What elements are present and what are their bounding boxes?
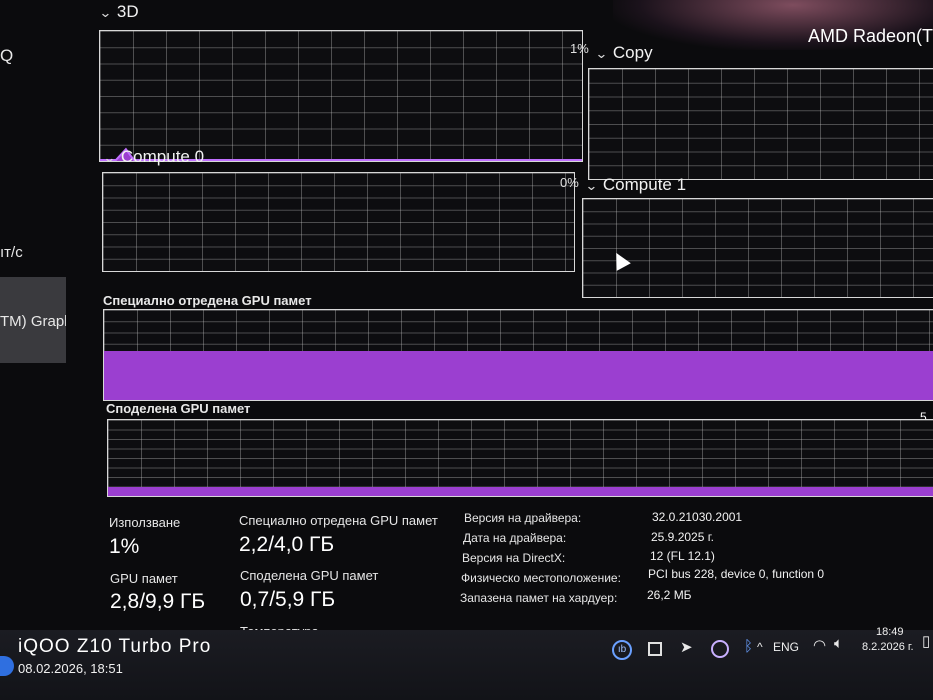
dedicated-memory-label: Специално отредена GPU памет: [103, 293, 312, 308]
driver-version-value: 32.0.21030.2001: [652, 510, 743, 524]
engine-3d-usage-line: [100, 147, 582, 161]
taskbar: [0, 630, 933, 700]
bluetooth-icon[interactable]: ᛒ: [744, 638, 754, 655]
engine-3d-graph: [99, 30, 583, 162]
engine-compute1-label: Compute 1: [602, 175, 687, 194]
usage-value: 1%: [109, 535, 140, 558]
shared-memory-label: Споделена GPU памет: [106, 401, 251, 416]
driver-date-value: 25.9.2025 г.: [651, 530, 714, 544]
location-label: Физическо местоположение:: [461, 571, 621, 585]
sidebar-fragment-rate: ıт/с: [0, 244, 23, 261]
location-value: PCI bus 228, device 0, function 0: [648, 567, 825, 581]
engine-compute0-percent: 0%: [560, 175, 579, 190]
driver-date-label: Дата на драйвера:: [463, 531, 567, 545]
chevron-up-icon[interactable]: ^: [757, 640, 763, 654]
gpu-memory-value: 2,8/9,9 ГБ: [110, 590, 206, 613]
directx-value: 12 (FL 12.1): [650, 549, 715, 563]
dedicated-stat-value: 2,2/4,0 ГБ: [239, 533, 335, 556]
usage-label: Използване: [109, 515, 181, 530]
reserved-memory-label: Запазена памет на хардуер:: [460, 591, 618, 605]
gpu-memory-label: GPU памет: [110, 571, 178, 586]
engine-3d-percent: 1%: [570, 41, 589, 56]
engine-3d-header[interactable]: ⌄ 3D: [98, 2, 139, 22]
dedicated-memory-graph: [103, 309, 933, 401]
chevron-down-icon: ⌄: [584, 178, 598, 193]
engine-compute1-graph: [582, 198, 933, 298]
engine-compute1-header[interactable]: ⌄ Compute 1: [584, 175, 687, 195]
engine-copy-header[interactable]: ⌄ Copy: [594, 43, 653, 63]
directx-label: Версия на DirectX:: [462, 551, 566, 565]
taskbar-left-app-icon[interactable]: [0, 656, 14, 676]
chevron-down-icon: ⌄: [102, 150, 116, 165]
wifi-icon[interactable]: ◠: [813, 637, 827, 654]
driver-version-label: Версия на драйвера:: [464, 511, 582, 525]
chevron-down-icon: ⌄: [594, 46, 608, 61]
gpu-name-title: AMD Radeon(TM: [808, 26, 933, 46]
sidebar-item-gpu-selected[interactable]: [0, 277, 66, 363]
engine-3d-label: 3D: [116, 2, 139, 21]
dedicated-stat-label: Специално отредена GPU памет: [239, 513, 438, 528]
dedicated-memory-fill: [104, 350, 933, 400]
clock-time[interactable]: 18:49: [876, 626, 904, 638]
shared-memory-scale-fragment: 5,: [920, 410, 931, 424]
engine-3d-graph-svg: [100, 147, 582, 161]
telegram-icon[interactable]: ➤: [680, 639, 693, 656]
engine-compute0-header[interactable]: ⌄ Compute 0: [102, 147, 205, 167]
sidebar-item-gpu-label: TM) Grapl: [0, 313, 66, 330]
camera-watermark-timestamp: 08.02.2026, 18:51: [18, 661, 123, 676]
shared-memory-fill: [108, 486, 933, 496]
viber-icon[interactable]: [711, 640, 729, 658]
shared-stat-value: 0,7/5,9 ГБ: [240, 588, 336, 611]
shared-stat-label: Споделена GPU памет: [240, 568, 379, 583]
chevron-down-icon: ⌄: [98, 5, 112, 20]
battery-icon[interactable]: ▯: [922, 633, 931, 650]
windows-app-icon[interactable]: [648, 642, 662, 656]
engine-compute0-label: Compute 0: [120, 147, 205, 166]
shared-memory-graph: [107, 419, 933, 497]
engine-copy-label: Copy: [612, 43, 653, 62]
onenote-icon[interactable]: ıb: [612, 640, 632, 660]
clock-date[interactable]: 8.2.2026 г.: [862, 641, 914, 653]
reserved-memory-value: 26,2 МБ: [647, 588, 692, 602]
engine-compute0-graph: [102, 172, 575, 272]
language-indicator[interactable]: ENG: [773, 640, 800, 654]
volume-icon[interactable]: 🔈︎: [834, 635, 844, 652]
sidebar-fragment-top: Q: [0, 46, 14, 65]
engine-copy-graph: [588, 68, 933, 180]
camera-watermark-brand: iQOO Z10 Turbo Pro: [18, 636, 212, 657]
